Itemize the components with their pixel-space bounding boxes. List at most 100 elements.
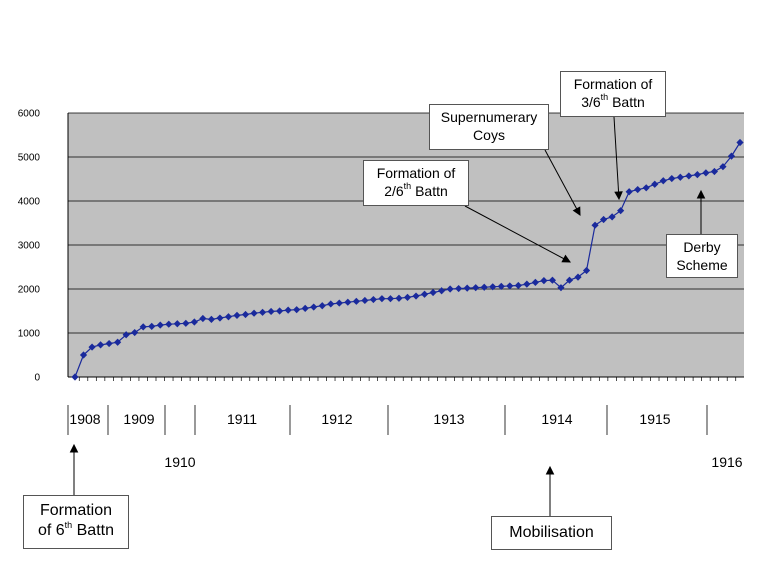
data-point	[599, 215, 608, 224]
data-point	[489, 283, 497, 291]
data-point	[190, 318, 198, 326]
data-point	[310, 303, 318, 311]
data-point	[267, 307, 275, 316]
data-point	[318, 302, 326, 310]
data-point	[719, 163, 727, 171]
data-point	[182, 319, 190, 327]
callout-formation-2-6: Formation of 2/6th Battn	[363, 160, 469, 206]
data-point	[702, 169, 710, 177]
data-point	[710, 167, 719, 176]
data-point	[96, 341, 105, 349]
data-point	[258, 308, 267, 316]
data-point	[207, 315, 216, 323]
data-point	[625, 188, 633, 196]
year-label-1913: 1913	[433, 411, 464, 427]
data-point	[514, 281, 522, 290]
year-label-1910: 1910	[164, 454, 195, 470]
data-point	[301, 304, 309, 312]
data-point	[293, 306, 301, 314]
data-point	[386, 295, 395, 303]
arrow-head	[545, 465, 555, 475]
data-point	[114, 338, 122, 346]
data-point	[284, 306, 292, 314]
data-point	[71, 373, 79, 381]
data-point	[676, 173, 684, 181]
series-markers	[71, 138, 744, 381]
data-point	[233, 311, 241, 319]
data-point	[531, 278, 539, 286]
arrow-mobilisation	[545, 465, 555, 516]
data-point	[659, 177, 667, 185]
arrow-shaft	[613, 116, 620, 200]
y-tick-label: 4000	[18, 197, 41, 208]
y-tick-label: 0	[34, 373, 40, 384]
data-point	[548, 276, 557, 284]
data-point	[497, 282, 505, 290]
data-point	[438, 287, 446, 295]
y-axis-ticks: 0 1000 2000 3000 4000 5000 6000	[18, 109, 41, 384]
data-point	[148, 322, 156, 330]
arrow-head	[69, 443, 79, 453]
callout-formation-6: Formation of 6th Battn	[23, 495, 129, 549]
data-point	[429, 288, 437, 297]
y-tick-label: 2000	[18, 285, 41, 296]
data-point	[736, 138, 744, 147]
data-point	[557, 284, 565, 292]
data-point	[79, 351, 88, 359]
data-point	[344, 298, 352, 306]
data-point	[420, 290, 429, 298]
callout-supernumerary: Supernumerary Coys	[429, 104, 549, 150]
data-point	[685, 172, 693, 180]
year-dividers	[67, 405, 708, 435]
year-labels: 1908 1909 1910 1911 1912 1913 1914 1915 1916	[69, 411, 742, 470]
data-point	[250, 309, 258, 317]
data-point	[455, 284, 463, 293]
data-point	[574, 273, 582, 281]
y-tick-label: 6000	[18, 109, 41, 120]
data-point	[241, 310, 250, 319]
data-point	[165, 320, 173, 328]
data-point	[173, 320, 181, 328]
data-point	[582, 266, 591, 275]
data-point	[131, 328, 139, 337]
year-label-1911: 1911	[227, 411, 257, 427]
data-point	[199, 314, 207, 323]
arrow-head	[572, 206, 581, 216]
arrow-head	[614, 191, 623, 201]
data-point	[276, 307, 284, 315]
data-point	[395, 294, 403, 302]
data-point	[224, 313, 233, 321]
data-point	[216, 314, 224, 322]
data-point	[122, 331, 130, 339]
data-point	[369, 295, 377, 304]
data-point	[403, 293, 412, 301]
arrow-shaft	[544, 149, 581, 216]
year-label-1908: 1908	[69, 411, 100, 427]
data-point	[727, 152, 736, 160]
data-point	[591, 221, 599, 229]
data-point	[361, 296, 369, 305]
data-point	[617, 207, 625, 215]
arrow-formation-6	[69, 443, 79, 495]
data-point	[463, 284, 471, 292]
data-point	[352, 297, 360, 305]
data-point	[480, 283, 488, 291]
data-point	[446, 285, 454, 293]
data-point	[506, 282, 514, 290]
data-point	[412, 292, 420, 300]
data-point	[523, 280, 531, 288]
data-point	[693, 171, 701, 179]
callout-mobilisation: Mobilisation	[491, 516, 612, 550]
data-point	[634, 185, 642, 194]
annotation-arrows	[69, 116, 706, 516]
data-point	[335, 299, 343, 307]
year-label-1914: 1914	[541, 411, 572, 427]
arrow-derby-scheme	[696, 189, 706, 234]
data-point	[472, 284, 480, 292]
year-label-1916: 1916	[711, 454, 742, 470]
data-point	[540, 277, 548, 285]
data-point	[327, 300, 335, 308]
callout-derby-scheme: Derby Scheme	[666, 234, 738, 278]
year-label-1912: 1912	[321, 411, 352, 427]
